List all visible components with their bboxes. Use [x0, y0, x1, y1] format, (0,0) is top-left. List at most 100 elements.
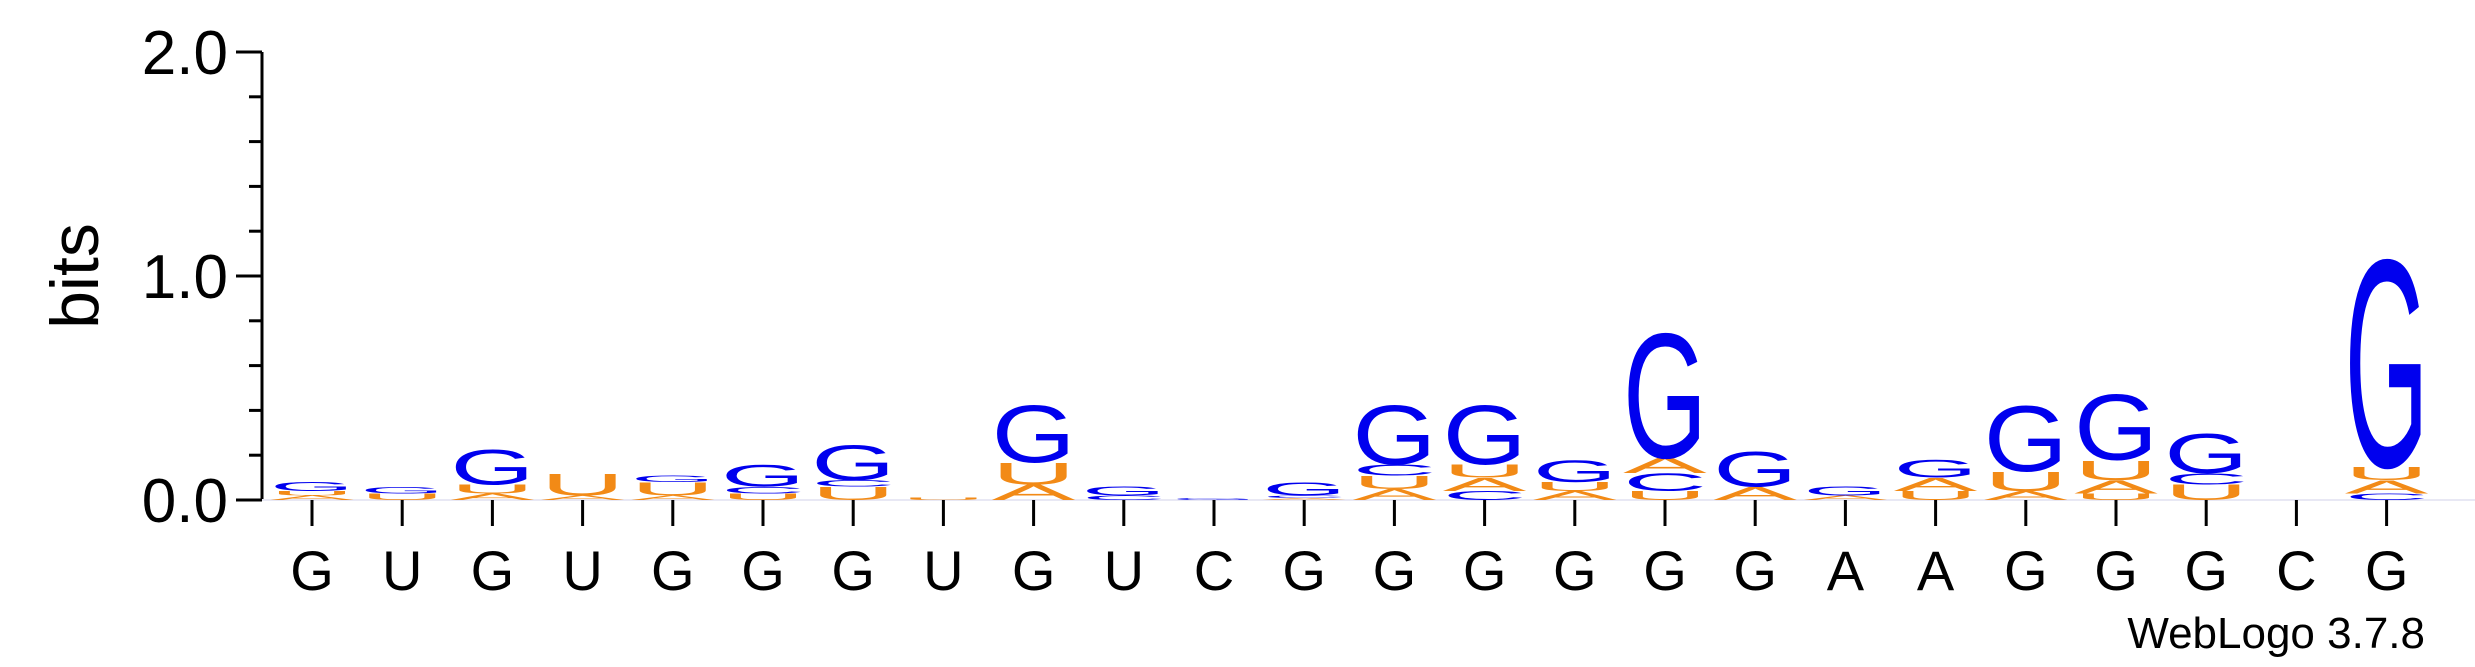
logo-letter-G: G [1352, 387, 1436, 482]
x-tick-label: C [2276, 539, 2316, 602]
x-tick-label: C [1194, 539, 1234, 602]
logo-stack-17: AG [1713, 441, 1797, 504]
logo-stack-5: AUG [631, 474, 716, 502]
logo-letter-G: G [1984, 386, 2068, 491]
logo-letter-A: A [1533, 489, 1617, 503]
logo-letter-G: G [450, 439, 534, 495]
x-tick-label: U [1104, 539, 1144, 602]
logo-letter-U: U [992, 456, 1076, 491]
logo-stack-11: G [1172, 497, 1256, 500]
logo-letter-C: C [2345, 492, 2429, 502]
logo-letter-G: G [1443, 387, 1527, 482]
x-tick-label: G [1012, 539, 1056, 602]
y-axis-label: bits [37, 223, 113, 329]
logo-stack-1: AUG [270, 480, 355, 502]
logo-letter-G: G [270, 480, 354, 494]
logo-stack-4: AU [541, 468, 626, 503]
logo-stack-7: UCG [811, 435, 895, 504]
logo-letter-U: U [1443, 461, 1527, 482]
logo-letter-G: G [360, 485, 444, 495]
x-tick-label: G [741, 539, 785, 602]
logo-letter-A: A [1353, 486, 1437, 504]
x-tick-label: U [923, 539, 963, 602]
logo-stack-6: UCG [721, 458, 805, 502]
x-tick-label: G [1282, 539, 1326, 602]
x-tick-label: U [382, 539, 422, 602]
x-tick-label: A [1827, 539, 1865, 602]
logo-letter-C: C [721, 485, 805, 495]
x-tick-label: U [562, 539, 602, 602]
y-tick-label: 2.0 [142, 19, 228, 88]
logo-letter-C: C [1352, 461, 1436, 479]
logo-stack-8: U [901, 497, 985, 500]
x-tick-label: G [2365, 539, 2409, 602]
logo-letter-A: A [1262, 497, 1346, 500]
logo-stack-19: UAG [1894, 455, 1978, 503]
logo-stack-12: ACG [1262, 479, 1346, 501]
logo-letter-A: A [451, 492, 536, 502]
x-tick-label: G [1643, 539, 1687, 602]
y-tick-label: 0.0 [142, 467, 228, 536]
logo-letter-A: A [1623, 454, 1707, 478]
logo-letter-A: A [1894, 474, 1978, 495]
logo-letter-A: A [2074, 476, 2158, 497]
logo-letter-U: U [541, 468, 625, 503]
x-tick-label: G [2184, 539, 2228, 602]
logo-letter-G: G [1172, 497, 1256, 500]
y-tick-label: 1.0 [142, 243, 228, 312]
logo-letter-U: U [2074, 454, 2158, 486]
logo-letter-A: A [631, 494, 716, 501]
logo-letter-C: C [811, 478, 895, 488]
logo-letter-A: A [2345, 476, 2429, 497]
logo-stack-22: UCG [2164, 423, 2248, 505]
logo-letter-G: G [2164, 423, 2248, 486]
logo-letter-G: G [1082, 484, 1166, 498]
x-tick-label: G [1373, 539, 1417, 602]
logo-letter-C: C [1262, 495, 1346, 498]
x-tick-label: G [651, 539, 695, 602]
x-tick-label: G [1463, 539, 1507, 602]
weblogo-version-label: WebLogo 3.7.8 [2127, 609, 2425, 658]
logo-letter-G: G [721, 458, 805, 493]
logo-letter-G: G [1713, 441, 1797, 497]
logo-letter-C: C [1443, 489, 1527, 503]
logo-letter-G: G [2074, 375, 2158, 480]
logo-letter-A: A [1984, 489, 2068, 503]
x-tick-label: G [471, 539, 515, 602]
logo-letter-C: C [1623, 468, 1707, 496]
logo-letter-U: U [1894, 489, 1978, 503]
logo-letter-A: A [1713, 483, 1797, 504]
logo-letter-G: G [631, 474, 715, 484]
logo-stack-2: UG [360, 485, 444, 502]
logo-letter-A: A [1804, 494, 1889, 501]
x-tick-label: G [831, 539, 875, 602]
x-tick-label: G [290, 539, 334, 602]
logo-stack-9: AUG [992, 389, 1076, 505]
logo-letter-U: U [2074, 492, 2158, 502]
logo-stack-3: AUG [450, 439, 535, 502]
logo-letter-U: U [450, 482, 534, 496]
logo-stack-15: AUG [1533, 454, 1618, 503]
logo-letter-U: U [1533, 480, 1617, 494]
x-tick-label: A [1917, 539, 1955, 602]
logo-letter-U: U [811, 483, 895, 504]
logo-letter-U: U [901, 497, 985, 500]
logo-letter-G: G [1803, 484, 1887, 498]
logo-letter-U: U [1623, 489, 1707, 503]
logo-letter-G: G [1533, 454, 1617, 489]
logo-letter-G: G [2345, 199, 2429, 530]
logo-letter-G: G [1894, 455, 1978, 483]
logo-letter-U: U [631, 479, 715, 500]
logo-letter-C: C [1082, 494, 1166, 501]
logo-letter-G: G [1623, 298, 1707, 496]
logo-letter-G: G [992, 389, 1076, 480]
logo-stack-10: CG [1082, 484, 1166, 501]
x-tick-label: G [2094, 539, 2138, 602]
